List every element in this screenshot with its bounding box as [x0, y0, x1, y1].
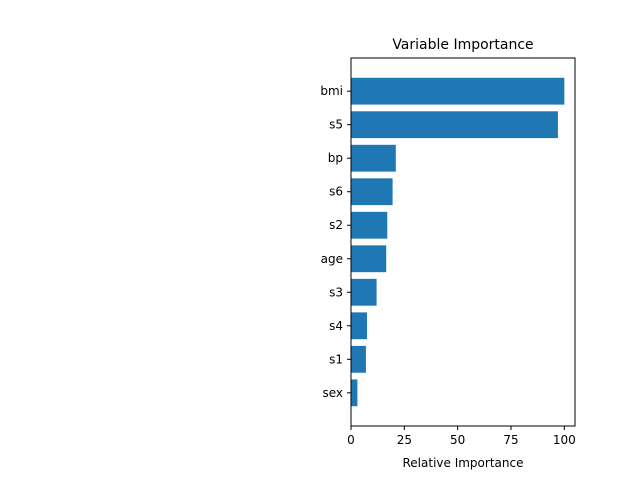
y-tick-label: s3: [329, 285, 343, 299]
x-tick-label: 100: [553, 433, 576, 447]
y-tick-label: s5: [329, 118, 343, 132]
x-tick-label: 25: [397, 433, 412, 447]
bar-bp: [351, 144, 396, 172]
axes-frame: [350, 57, 576, 427]
bar-bmi: [351, 77, 565, 105]
bar-s6: [351, 178, 393, 206]
x-axis-label: Relative Importance: [403, 456, 524, 470]
bar-s4: [351, 312, 367, 340]
y-tick-label: s4: [329, 319, 343, 333]
bar-age: [351, 245, 387, 273]
bar-sex: [351, 379, 358, 407]
x-tick-label: 0: [347, 433, 355, 447]
x-tick-label: 50: [450, 433, 465, 447]
y-tick-label: age: [321, 252, 343, 266]
y-tick-label: s1: [329, 352, 343, 366]
y-tick-label: bmi: [320, 84, 343, 98]
bar-s2: [351, 211, 388, 239]
y-tick-label: bp: [328, 151, 343, 165]
y-tick-label: s2: [329, 218, 343, 232]
y-tick-label: s6: [329, 185, 343, 199]
bar-s1: [351, 345, 366, 373]
bar-s5: [351, 111, 558, 139]
chart-title: Variable Importance: [392, 37, 533, 53]
bar-s3: [351, 278, 377, 306]
bars-group: [351, 77, 565, 407]
x-tick-label: 75: [503, 433, 518, 447]
x-ticks-group: 0 25 50 75 100: [347, 426, 576, 447]
y-tick-label: sex: [322, 386, 343, 400]
y-ticks-group: sex s1 s4 s3 age s2 s6 bp s5 bmi: [320, 84, 351, 400]
